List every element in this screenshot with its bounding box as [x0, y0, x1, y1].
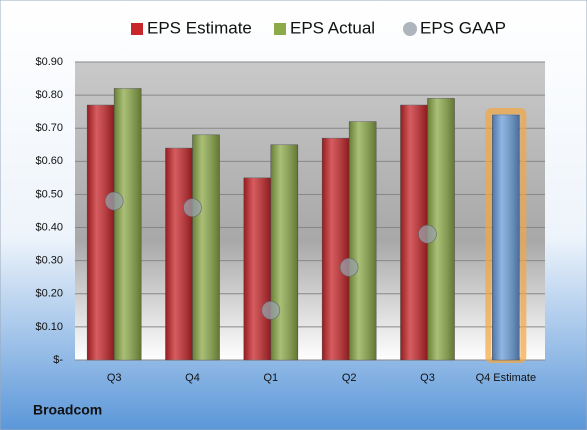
x-tick-label: Q3	[420, 372, 435, 384]
bar-shine	[87, 105, 115, 361]
bar-shine	[165, 148, 193, 360]
y-tick-label: $0.70	[35, 122, 63, 134]
bar-shine	[114, 88, 142, 360]
bubble	[418, 224, 437, 244]
legend-label: EPS GAAP	[420, 18, 506, 37]
x-tick-label: Q1	[263, 372, 278, 384]
y-tick-label: $0.30	[35, 255, 63, 267]
bubble	[183, 198, 202, 217]
bubble	[261, 301, 281, 320]
bubble	[104, 191, 124, 211]
bar-shine	[192, 134, 220, 360]
x-tick-label: Q4 Estimate	[476, 372, 537, 384]
y-tick-label: $0.40	[35, 221, 63, 233]
chart-title: Broadcom	[33, 402, 102, 418]
bar-shine	[270, 144, 298, 360]
x-tick-label: Q3	[107, 372, 122, 384]
bar-shine	[492, 114, 520, 360]
x-tick-label: Q4	[185, 372, 200, 384]
y-tick-label: $0.50	[35, 188, 63, 200]
y-tick-label: $0.80	[35, 89, 63, 101]
legend-marker	[403, 22, 417, 36]
legend-marker	[131, 23, 143, 35]
legend-marker	[274, 23, 286, 35]
y-tick-label: $0.10	[35, 321, 63, 333]
y-tick-label: $-	[53, 354, 63, 366]
legend-label: EPS Estimate	[147, 18, 252, 37]
y-tick-label: $0.20	[35, 288, 63, 300]
bar-shine	[349, 121, 377, 360]
legend-label: EPS Actual	[290, 18, 375, 37]
bar-shine	[322, 138, 350, 360]
bubble	[339, 257, 359, 277]
y-tick-label: $0.60	[35, 155, 63, 167]
x-tick-label: Q2	[342, 372, 357, 384]
plot-area	[75, 62, 545, 360]
y-tick-label: $0.90	[35, 56, 63, 68]
bar-shine	[243, 177, 271, 360]
